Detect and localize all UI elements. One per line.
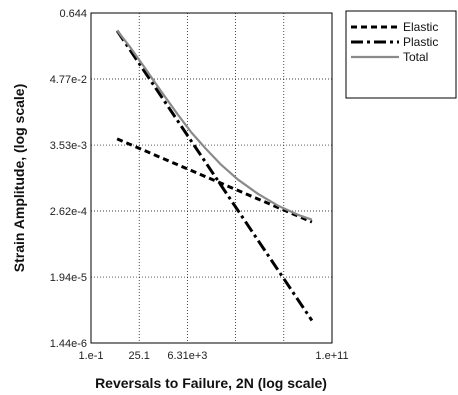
y-axis-label: Strain Amplitude, (log scale) [11,84,27,273]
y-tick-label: 0.644 [59,8,87,20]
series-layer [115,29,314,322]
x-axis-label: Reversals to Failure, 2N (log scale) [95,375,327,391]
x-tick-label: 1.e-1 [78,350,103,362]
legend-box [345,10,457,99]
legend-label-elastic: Elastic [403,20,438,34]
y-tick-label: 3.53e-3 [50,140,87,152]
x-tick-labels: 1.e-1 25.1 6.31e+3 1.e+11 [78,350,348,362]
x-tick-label: 25.1 [128,350,149,362]
legend-label-plastic: Plastic [403,35,438,49]
legend-label-total: Total [403,50,428,64]
series-line-total [116,29,313,221]
y-tick-label: 4.77e-2 [50,74,87,86]
series-line-elastic [116,137,313,224]
x-tick-label: 6.31e+3 [167,350,207,362]
y-tick-labels: 0.644 4.77e-2 3.53e-3 2.62e-4 1.94e-5 1.44e-6 [50,8,87,350]
y-tick-label: 1.44e-6 [50,338,87,350]
x-tick-label: 1.e+11 [315,350,348,362]
y-tick-label: 1.94e-5 [50,272,87,284]
y-tick-label: 2.62e-4 [50,206,87,218]
